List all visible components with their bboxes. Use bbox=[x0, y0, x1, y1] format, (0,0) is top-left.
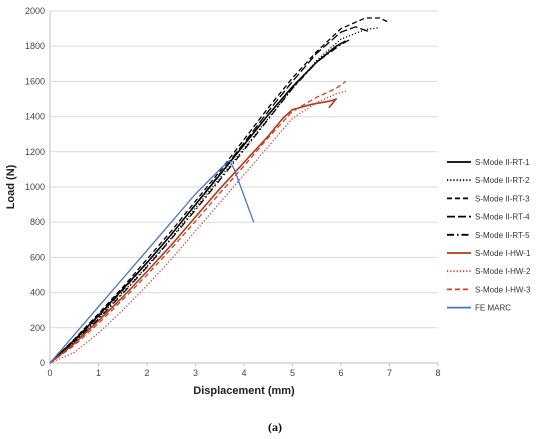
legend-label: S-Mode II-RT-1 bbox=[475, 158, 530, 167]
y-tick-label: 600 bbox=[30, 252, 45, 262]
series-line-3 bbox=[49, 17, 388, 364]
legend-label: S-Mode II-RT-2 bbox=[475, 176, 530, 185]
legend: S-Mode II-RT-1 S-Mode II-RT-2 S-Mode II-RT… bbox=[447, 158, 531, 313]
x-tick-label: 3 bbox=[193, 368, 198, 378]
y-tick-label: 1400 bbox=[25, 112, 45, 122]
legend-label: S-Mode II-RT-3 bbox=[475, 194, 530, 203]
series-line-6 bbox=[49, 98, 337, 364]
y-tick-label: 800 bbox=[30, 217, 45, 227]
x-tick-label: 7 bbox=[387, 368, 392, 378]
y-tick-label: 1200 bbox=[25, 147, 45, 157]
series-line-8 bbox=[49, 80, 347, 364]
series-line-7 bbox=[49, 90, 346, 364]
y-tick-label: 200 bbox=[30, 323, 45, 333]
y-axis-title: Load (N) bbox=[5, 164, 17, 209]
tick-labels: 0 200 400 600 800 1000 1200 1400 1600 1800 2000 0 1 2… bbox=[25, 6, 441, 378]
y-tick-label: 1000 bbox=[25, 182, 45, 192]
x-tick-label: 5 bbox=[290, 368, 295, 378]
figure-caption: (a) bbox=[268, 420, 282, 434]
series-line-9 bbox=[49, 159, 255, 364]
x-tick-label: 1 bbox=[96, 368, 101, 378]
legend-label: FE MARC bbox=[475, 304, 511, 313]
y-tick-label: 400 bbox=[30, 288, 45, 298]
x-tick-label: 0 bbox=[47, 368, 52, 378]
x-tick-label: 6 bbox=[338, 368, 343, 378]
axes bbox=[49, 11, 439, 366]
y-tick-label: 0 bbox=[40, 358, 45, 368]
series-line-5 bbox=[49, 38, 352, 364]
y-tick-label: 2000 bbox=[25, 6, 45, 16]
x-tick-label: 2 bbox=[144, 368, 149, 378]
legend-label: S-Mode II-RT-4 bbox=[475, 213, 530, 222]
x-axis-title: Displacement (mm) bbox=[193, 385, 295, 397]
data-series bbox=[49, 17, 388, 364]
x-tick-label: 4 bbox=[241, 368, 246, 378]
legend-label: S-Mode II-RT-5 bbox=[475, 231, 530, 240]
y-tick-label: 1600 bbox=[25, 76, 45, 86]
legend-label: S-Mode I-HW-2 bbox=[475, 267, 531, 276]
y-tick-label: 1800 bbox=[25, 41, 45, 51]
legend-label: S-Mode I-HW-1 bbox=[475, 249, 531, 258]
grid-lines bbox=[50, 10, 438, 364]
x-tick-label: 8 bbox=[435, 368, 440, 378]
legend-label: S-Mode I-HW-3 bbox=[475, 285, 531, 294]
chart-plot: 0 200 400 600 800 1000 1200 1400 1600 1800 2000 0 1 2… bbox=[5, 6, 531, 397]
series-line-4 bbox=[49, 26, 371, 364]
